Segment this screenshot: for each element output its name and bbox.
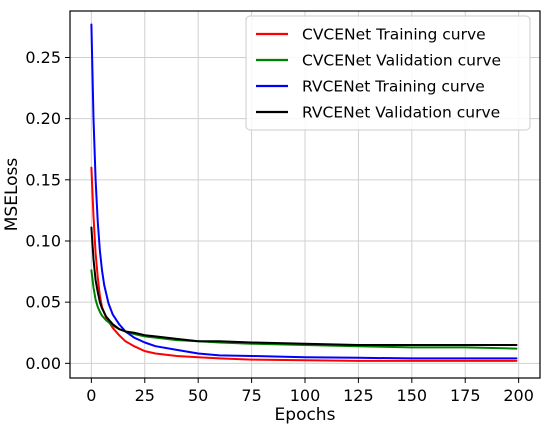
series-line xyxy=(90,166,518,362)
series-line xyxy=(90,269,518,350)
x-tick-label: 175 xyxy=(450,386,481,405)
legend-label: RVCENet Validation curve xyxy=(302,104,500,122)
y-tick-label: 0.15 xyxy=(25,170,61,189)
legend-box xyxy=(245,15,531,131)
y-tick-label: 0.20 xyxy=(25,109,61,128)
y-ticks: 0.00 0.05 0.10 0.15 0.20 0.25 xyxy=(25,48,70,373)
x-tick-label: 125 xyxy=(343,386,374,405)
x-axis-label: Epochs xyxy=(275,405,336,425)
x-tick-label: 100 xyxy=(290,386,321,405)
legend-label: CVCENet Validation curve xyxy=(302,52,501,70)
legend-label: RVCENet Training curve xyxy=(302,78,485,96)
y-tick-label: 0.00 xyxy=(25,354,61,373)
x-tick-label: 150 xyxy=(397,386,428,405)
y-axis-label: MSELoss xyxy=(2,158,22,232)
x-tick-label: 25 xyxy=(135,386,155,405)
x-tick-label: 0 xyxy=(86,386,96,405)
series-line xyxy=(90,226,518,346)
legend: CVCENet Training curve CVCENet Validation… xyxy=(245,15,531,131)
x-tick-label: 75 xyxy=(241,386,261,405)
x-tick-label: 200 xyxy=(503,386,534,405)
x-tick-label: 50 xyxy=(188,386,208,405)
legend-label: CVCENet Training curve xyxy=(302,26,486,44)
y-tick-label: 0.25 xyxy=(25,48,61,67)
y-tick-label: 0.05 xyxy=(25,293,61,312)
y-tick-label: 0.10 xyxy=(25,231,61,250)
x-ticks: 0 25 50 75 100 125 150 175 200 xyxy=(86,378,534,405)
series-lines xyxy=(90,23,518,362)
series-line xyxy=(90,23,518,360)
